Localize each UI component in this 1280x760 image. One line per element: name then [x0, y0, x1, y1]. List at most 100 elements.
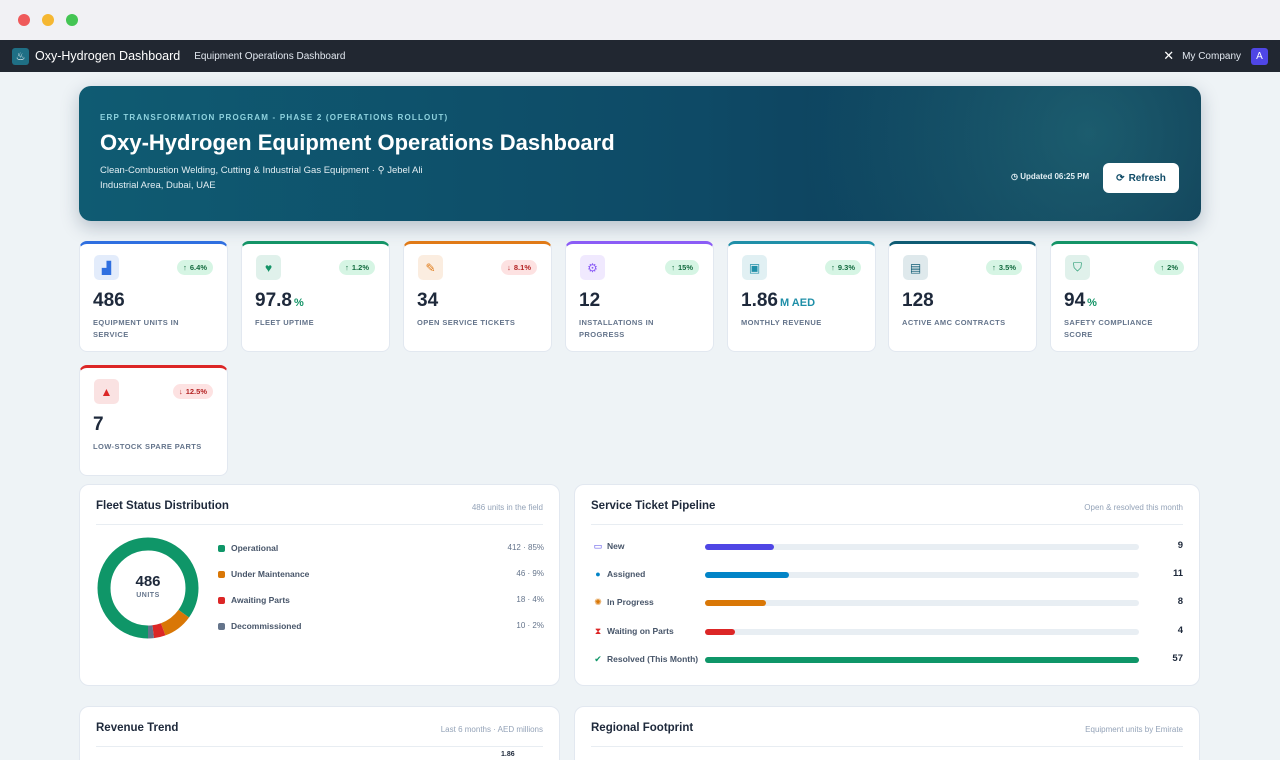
ticket-pipeline-note: Open & resolved this month — [1084, 503, 1183, 512]
maximize-window-button[interactable] — [66, 14, 78, 26]
pipeline-bar-fill — [705, 600, 766, 606]
kpi-value-unit: % — [1087, 297, 1097, 309]
factory-icon: ▟ — [94, 255, 119, 280]
kpi-value: 94% — [1064, 290, 1097, 312]
top-navbar: ♨ Oxy-Hydrogen Dashboard Equipment Opera… — [0, 40, 1280, 72]
pipeline-stage[interactable]: ✺ In Progress 8 — [593, 596, 1183, 610]
kpi-card[interactable]: ▤ ↑ 3.5% 128 ACTIVE AMC CONTRACTS — [888, 241, 1037, 352]
legend-item[interactable]: Decommissioned 10 · 2% — [218, 620, 544, 634]
refresh-icon: ⟳ — [1116, 172, 1125, 184]
legend-swatch — [218, 623, 225, 630]
pipeline-stage[interactable]: ⧗ Waiting on Parts 4 — [593, 625, 1183, 639]
arrow-up-icon: ↑ — [992, 263, 996, 272]
kpi-card[interactable]: ♥ ↑ 1.2% 97.8% FLEET UPTIME — [241, 241, 390, 352]
divider — [591, 746, 1183, 747]
legend-value: 46 · 9% — [516, 569, 544, 578]
regional-footprint-note: Equipment units by Emirate — [1085, 725, 1183, 734]
spinner-icon: ✺ — [594, 597, 602, 607]
hero-banner: ERP TRANSFORMATION PROGRAM - PHASE 2 (OP… — [79, 86, 1201, 221]
avatar[interactable]: A — [1251, 47, 1268, 65]
pipeline-stage-count: 9 — [1177, 540, 1183, 551]
pipeline-bar-fill — [705, 572, 789, 578]
arrow-up-icon: ↑ — [183, 263, 187, 272]
pipeline-stage-count: 57 — [1172, 653, 1183, 664]
clock-icon: ◷ — [1011, 172, 1018, 181]
kpi-trend-value: 15% — [677, 263, 693, 272]
kpi-card[interactable]: ✎ ↓ 8.1% 34 OPEN SERVICE TICKETS — [403, 241, 552, 352]
kpi-value: 486 — [93, 290, 127, 312]
arrow-down-icon: ↓ — [178, 387, 183, 396]
inbox-icon: ▭ — [593, 541, 603, 551]
navbar-right: ✕ My Company A — [1163, 47, 1268, 65]
kpi-trend-value: 2% — [1167, 263, 1178, 272]
legend-swatch — [218, 597, 225, 604]
donut-segment-decommissioned[interactable] — [97, 537, 199, 639]
regional-footprint-card: Regional Footprint Equipment units by Em… — [574, 706, 1200, 760]
hero-subtitle-line1: Clean-Combustion Welding, Cutting & Indu… — [100, 165, 378, 176]
kpi-trend-badge: ↑ 9.3% — [825, 260, 861, 275]
donut-center-value: 486 — [135, 573, 161, 590]
kpi-trend-value: 1.2% — [351, 263, 369, 272]
pipeline-stage-label: Resolved (This Month) — [607, 654, 699, 664]
kpi-card[interactable]: ▣ ↑ 9.3% 1.86 M AED MONTHLY REVENUE — [727, 241, 876, 352]
fleet-status-card: Fleet Status Distribution 486 units in t… — [79, 484, 560, 686]
pipeline-stage[interactable]: ✔ Resolved (This Month) 57 — [593, 653, 1183, 667]
minimize-window-button[interactable] — [42, 14, 54, 26]
kpi-value-number: 34 — [417, 290, 439, 311]
refresh-button[interactable]: ⟳ Refresh — [1103, 163, 1179, 193]
kpi-value-number: 94 — [1064, 290, 1086, 311]
legend-label: Under Maintenance — [231, 569, 310, 579]
kpi-trend-value: 9.3% — [837, 263, 855, 272]
kpi-label: MONTHLY REVENUE — [741, 318, 822, 327]
legend-item[interactable]: Awaiting Parts 18 · 4% — [218, 594, 544, 608]
pipeline-bar-fill — [705, 657, 1139, 663]
kpi-card[interactable]: ▟ ↑ 6.4% 486 EQUIPMENT UNITS IN SERVICE — [79, 241, 228, 352]
kpi-card[interactable]: ▲ ↓ 12.5% 7 LOW-STOCK SPARE PARTS — [79, 365, 228, 476]
kpi-trend-badge: ↑ 3.5% — [986, 260, 1022, 275]
shield-icon: ⛉ — [1065, 255, 1090, 280]
pipeline-stage[interactable]: ● Assigned 11 — [593, 568, 1183, 582]
hero-location: Jebel Ali — [387, 165, 423, 176]
arrow-up-icon: ↑ — [345, 263, 349, 272]
divider — [96, 746, 543, 747]
revenue-trend-title: Revenue Trend — [96, 722, 179, 734]
kpi-value: 1.86 M AED — [741, 290, 815, 312]
hero-kicker: ERP TRANSFORMATION PROGRAM - PHASE 2 (OP… — [100, 113, 449, 122]
kpi-trend-badge: ↑ 1.2% — [339, 260, 375, 275]
regional-footprint-title: Regional Footprint — [591, 722, 694, 734]
brand-logo-icon[interactable]: ♨ — [12, 47, 29, 65]
pipeline-stage-label: In Progress — [607, 597, 654, 607]
last-updated: ◷ Updated 06:25 PM — [1011, 172, 1089, 181]
kpi-trend-badge: ↑ 2% — [1154, 260, 1184, 275]
legend-item[interactable]: Operational 412 · 85% — [218, 542, 544, 556]
last-updated-text: Updated 06:25 PM — [1020, 172, 1090, 181]
kpi-value: 128 — [902, 290, 936, 312]
tools-icon[interactable]: ✕ — [1163, 48, 1175, 63]
pipeline-stage-label: Assigned — [607, 569, 646, 579]
nav-link-equipment-operations[interactable]: Equipment Operations Dashboard — [194, 50, 346, 62]
pipeline-stage[interactable]: ▭ New 9 — [593, 540, 1183, 554]
kpi-value-number: 128 — [902, 290, 934, 311]
arrow-up-icon: ↑ — [671, 263, 675, 272]
kpi-value-number: 97.8 — [255, 290, 292, 311]
legend-label: Decommissioned — [231, 621, 302, 631]
revenue-peak-label: 1.86 — [501, 751, 515, 758]
legend-item[interactable]: Under Maintenance 46 · 9% — [218, 568, 544, 582]
close-window-button[interactable] — [18, 14, 30, 26]
company-switcher[interactable]: My Company — [1182, 50, 1241, 62]
ticket-pipeline-title: Service Ticket Pipeline — [591, 500, 716, 512]
legend-label: Operational — [231, 543, 279, 553]
divider — [96, 524, 543, 525]
brand-name[interactable]: Oxy-Hydrogen Dashboard — [35, 49, 181, 63]
ticket-pipeline-card: Service Ticket Pipeline Open & resolved … — [574, 484, 1200, 686]
revenue-trend-note: Last 6 months · AED millions — [440, 725, 543, 734]
arrow-up-icon: ↑ — [831, 263, 835, 272]
wrench-icon: ✎ — [418, 255, 443, 280]
hero-subtitle: Clean-Combustion Welding, Cutting & Indu… — [100, 163, 460, 193]
warning-icon: ▲ — [94, 379, 119, 404]
donut-center-label: UNITS — [136, 592, 160, 599]
kpi-value-number: 7 — [93, 414, 104, 435]
kpi-card[interactable]: ⚙ ↑ 15% 12 INSTALLATIONS IN PROGRESS — [565, 241, 714, 352]
kpi-card[interactable]: ⛉ ↑ 2% 94% SAFETY COMPLIANCE SCORE — [1050, 241, 1199, 352]
fleet-status-title: Fleet Status Distribution — [96, 500, 229, 512]
